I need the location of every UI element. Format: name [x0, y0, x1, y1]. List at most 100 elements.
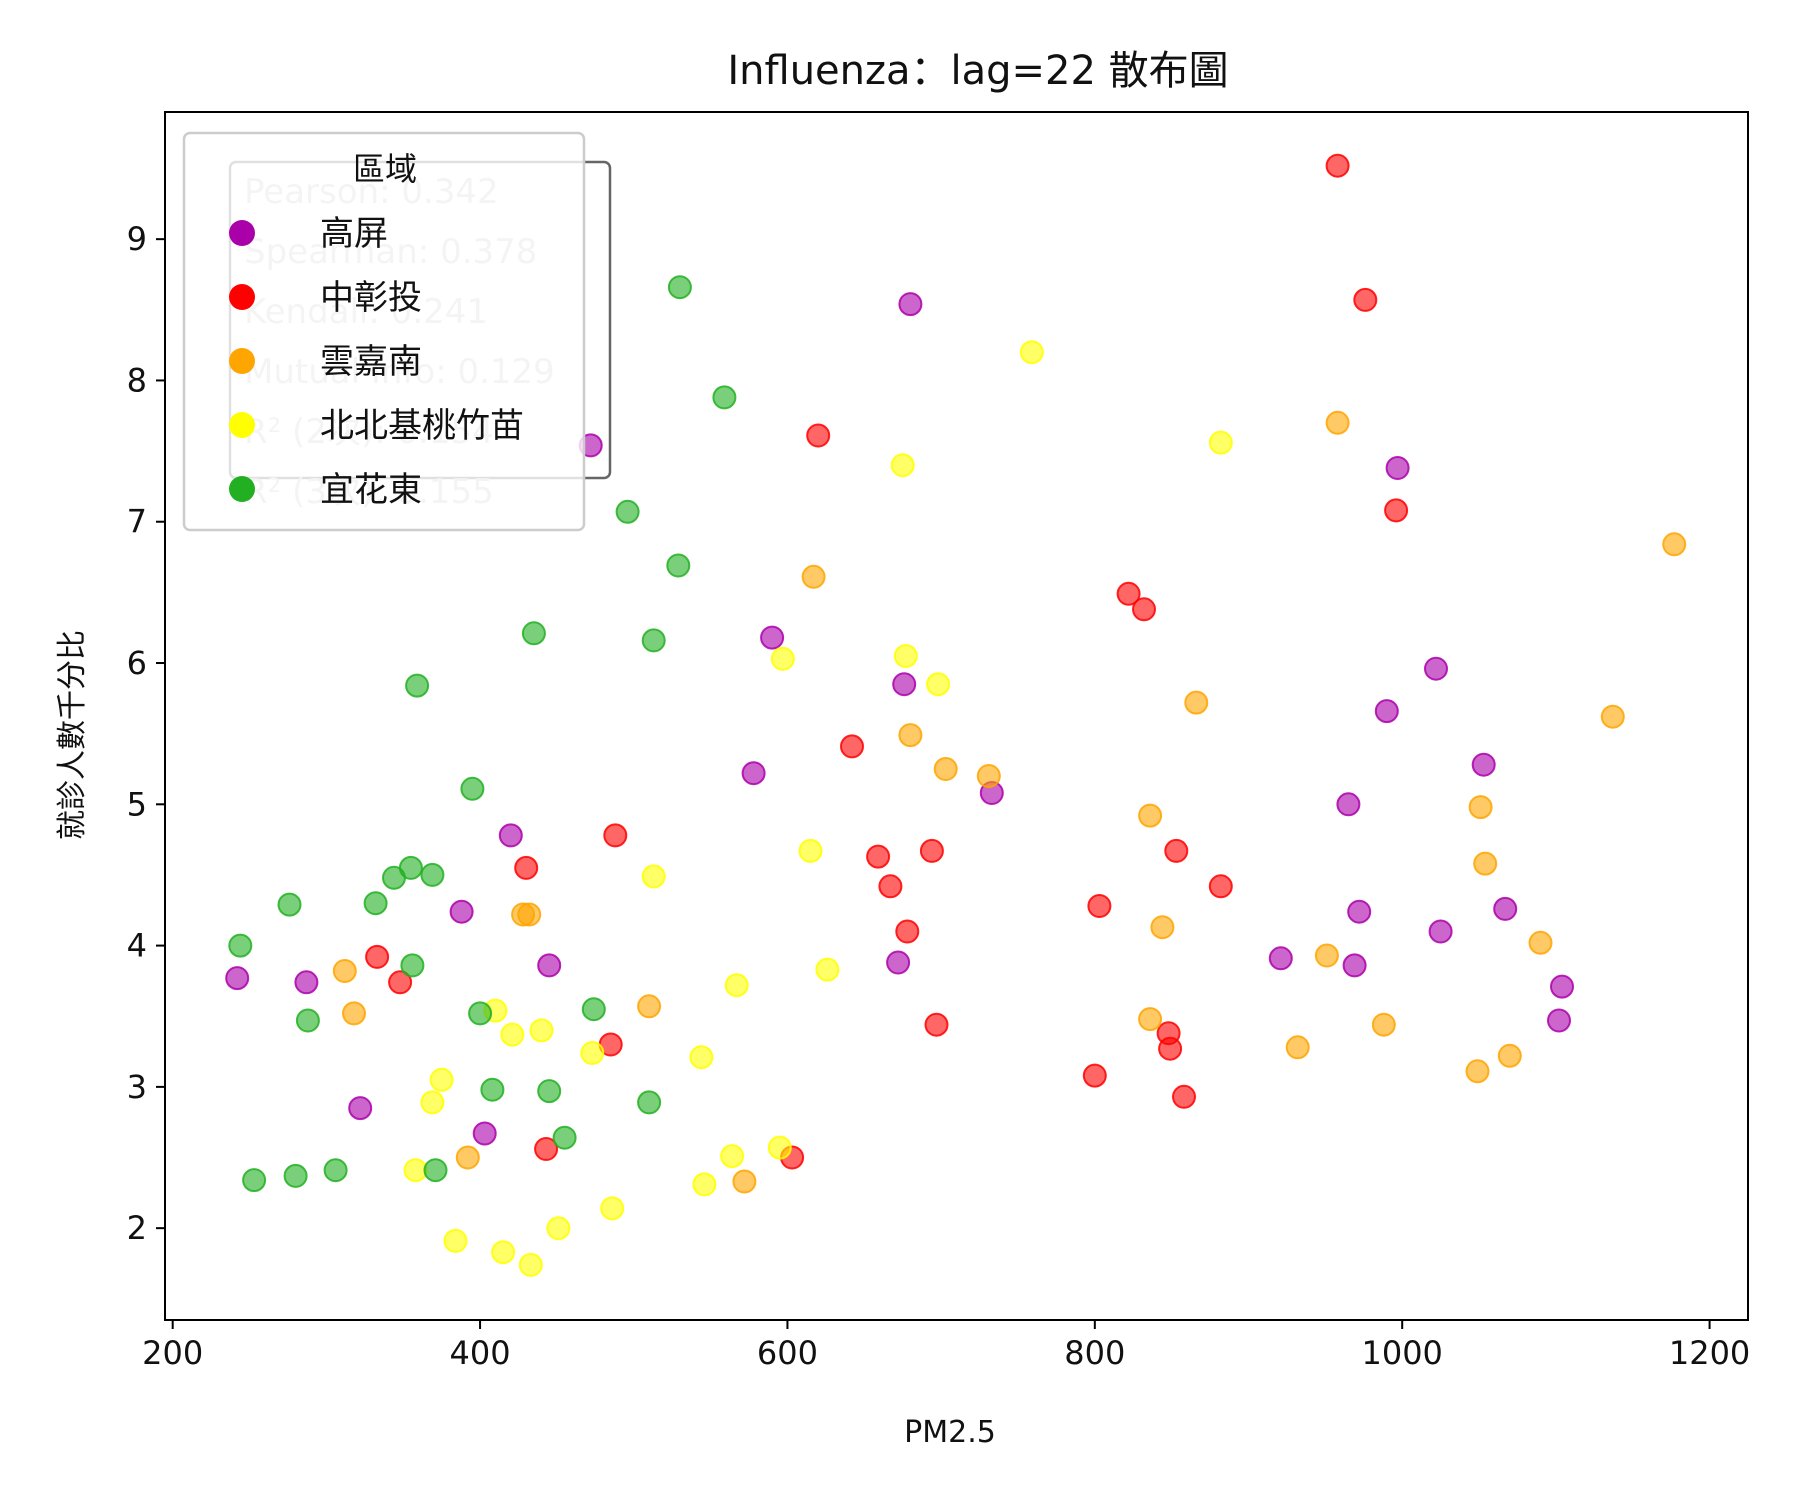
- data-point: [365, 944, 390, 969]
- data-point: [1528, 930, 1553, 955]
- data-point: [1138, 1007, 1163, 1032]
- data-point: [517, 902, 542, 927]
- data-point: [1172, 1084, 1196, 1109]
- y-tick-label: 6: [127, 644, 147, 682]
- y-axis-label: 就診人數千分比: [55, 630, 90, 840]
- data-point: [1547, 1008, 1571, 1033]
- data-point: [521, 621, 546, 646]
- data-point: [1019, 340, 1044, 365]
- data-point: [518, 1252, 543, 1277]
- data-point: [712, 385, 737, 410]
- data-point: [1082, 1063, 1107, 1088]
- legend-marker: [229, 220, 255, 246]
- chart-title: Influenza：lag=22 散布圖: [727, 48, 1228, 94]
- data-point: [815, 957, 840, 982]
- data-point: [767, 1135, 792, 1160]
- data-point: [429, 1067, 454, 1092]
- data-point: [1314, 943, 1339, 968]
- legend-label: 宜花東: [320, 470, 422, 510]
- data-point: [770, 646, 795, 671]
- legend-marker: [229, 476, 255, 502]
- data-point: [546, 1216, 571, 1241]
- data-point: [641, 628, 666, 653]
- data-point: [637, 1090, 662, 1115]
- data-point: [895, 919, 920, 944]
- data-point: [886, 950, 911, 975]
- axes: 200 400 600 800 1000 1200 2 3 4 5 6 7 8 9: [127, 111, 1750, 1372]
- data-point: [398, 855, 423, 880]
- x-axis-label: PM2.5: [904, 1415, 996, 1450]
- legend-label: 雲嘉南: [320, 342, 422, 382]
- data-point: [405, 673, 430, 698]
- data-point: [893, 644, 918, 668]
- data-point: [898, 723, 923, 748]
- data-point: [1428, 919, 1453, 944]
- data-point: [460, 776, 485, 801]
- y-tick-label: 5: [127, 785, 147, 823]
- data-point: [878, 874, 903, 899]
- legend-title: 區域: [353, 150, 417, 188]
- data-point: [1371, 1012, 1396, 1037]
- data-point: [1138, 803, 1163, 828]
- data-point: [926, 672, 951, 697]
- data-point: [491, 1240, 516, 1265]
- data-point: [1424, 656, 1448, 681]
- data-point: [924, 1012, 949, 1037]
- y-tick-label: 7: [127, 503, 147, 541]
- data-point: [1353, 287, 1378, 312]
- data-point: [1268, 946, 1293, 971]
- data-point: [1384, 498, 1409, 523]
- data-point: [840, 734, 864, 759]
- data-point: [537, 1079, 562, 1104]
- data-point: [641, 864, 666, 889]
- data-point: [1473, 851, 1498, 876]
- y-tick-label: 3: [127, 1068, 147, 1106]
- y-tick-label: 4: [127, 927, 147, 965]
- data-point: [637, 994, 662, 1019]
- data-point: [1347, 899, 1372, 924]
- x-tick-label: 200: [142, 1334, 203, 1372]
- data-point: [1550, 974, 1574, 999]
- legend-label: 北北基桃竹苗: [320, 406, 524, 446]
- y-tick-label: 9: [127, 220, 147, 258]
- data-point: [500, 1022, 525, 1047]
- legend-label: 中彰投: [320, 278, 422, 318]
- data-point: [443, 1228, 468, 1253]
- data-point: [514, 855, 539, 880]
- data-point: [724, 973, 749, 998]
- data-points: [225, 153, 1687, 1277]
- data-point: [801, 564, 826, 589]
- data-point: [760, 625, 785, 650]
- data-point: [1662, 532, 1687, 557]
- data-point: [666, 553, 691, 578]
- data-point: [423, 1158, 448, 1183]
- data-point: [1385, 456, 1410, 480]
- data-point: [806, 423, 831, 448]
- data-point: [1116, 581, 1141, 606]
- legend-marker: [229, 348, 255, 374]
- data-point: [1374, 699, 1399, 724]
- data-point: [403, 1158, 428, 1183]
- data-point: [1325, 410, 1350, 435]
- legend-frame: [182, 131, 586, 532]
- data-point: [295, 1008, 320, 1033]
- data-point: [615, 499, 640, 524]
- data-point: [1087, 894, 1112, 918]
- plot-frame: [164, 111, 1749, 1321]
- data-point: [1184, 690, 1209, 715]
- data-point: [552, 1125, 577, 1150]
- data-point: [420, 862, 445, 887]
- data-point: [667, 275, 692, 300]
- data-point: [1208, 430, 1233, 455]
- data-point: [890, 453, 915, 478]
- data-point: [480, 1077, 505, 1102]
- data-point: [1465, 1059, 1490, 1084]
- data-point: [689, 1045, 714, 1070]
- y-tick-label: 2: [127, 1209, 147, 1247]
- data-point: [529, 1018, 554, 1043]
- data-point: [720, 1144, 745, 1169]
- data-point: [534, 1137, 559, 1161]
- data-point: [741, 761, 766, 786]
- data-point: [1342, 953, 1367, 978]
- data-point: [1600, 704, 1625, 729]
